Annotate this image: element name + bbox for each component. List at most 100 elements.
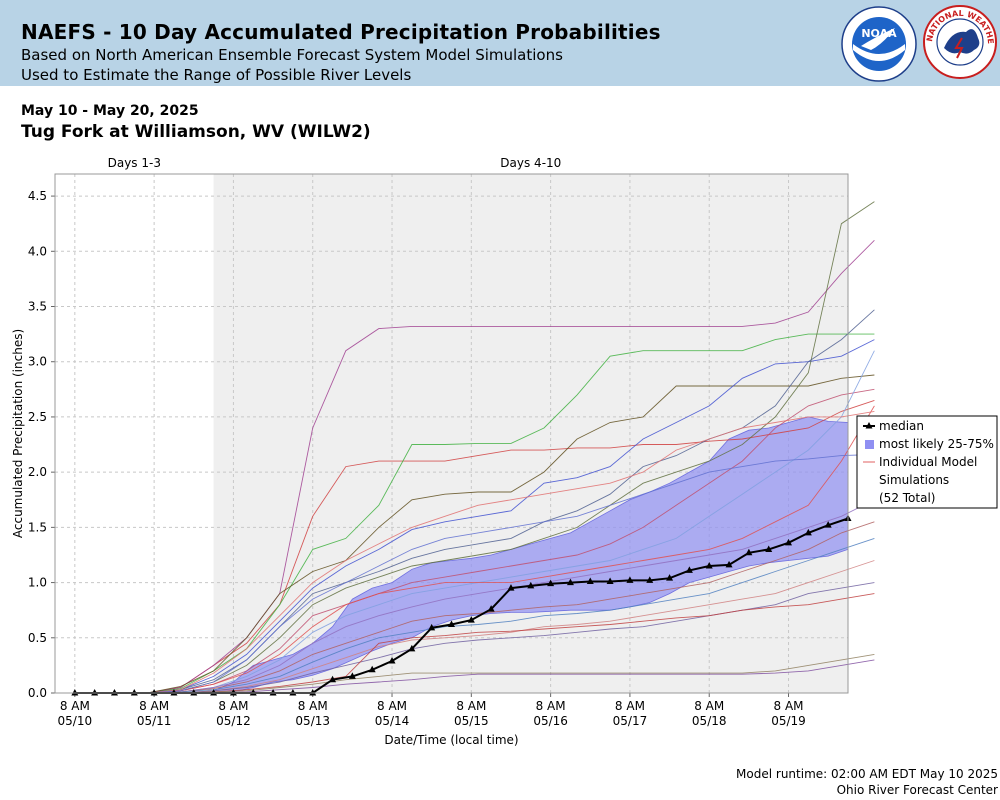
y-tick-label: 0.5 [28, 631, 47, 645]
member-simulation-line [114, 560, 875, 694]
median-marker [646, 576, 654, 583]
member-simulation-line [114, 537, 875, 694]
median-marker [249, 689, 257, 696]
legend-member-label-2: Simulations [879, 473, 949, 487]
y-tick-label: 2.0 [28, 465, 47, 479]
median-marker [685, 566, 693, 573]
median-marker [606, 577, 614, 584]
y-axis-label: Accumulated Precipitation (inches) [11, 329, 25, 538]
legend-median-label: median [879, 419, 924, 433]
member-simulation-line [114, 239, 875, 694]
x-tick-time-label: 8 AM [694, 699, 724, 713]
date-range: May 10 - May 20, 2025 [21, 103, 199, 119]
precip-chart: Days 1-3 Days 4-10 0.0 0.5 1.0 1.5 2.0 2.5 3.0 3.… [11, 156, 998, 747]
median-marker [448, 620, 455, 628]
x-tick-time-label: 8 AM [139, 699, 169, 713]
member-simulation-line [114, 374, 875, 694]
member-simulation-line [114, 201, 875, 694]
median-marker [150, 689, 158, 696]
median-marker [428, 623, 436, 631]
member-simulation-line [114, 593, 875, 694]
y-tick-label: 3.5 [28, 300, 47, 314]
median-marker [170, 689, 178, 696]
median-marker [229, 689, 237, 696]
median-marker [824, 521, 832, 528]
median-marker [348, 672, 356, 679]
median-marker [745, 548, 753, 556]
x-axis-label: Date/Time (local time) [384, 733, 518, 747]
header-banner: NAEFS - 10 Day Accumulated Precipitation… [0, 0, 1000, 86]
median-marker [566, 578, 574, 586]
period-label-days-1-3: Days 1-3 [108, 156, 161, 170]
forecast-center: Ohio River Forecast Center [836, 783, 998, 797]
x-tick-date-label: 05/16 [533, 714, 568, 728]
median-marker [110, 689, 118, 696]
median-marker [130, 689, 138, 696]
page-title: NAEFS - 10 Day Accumulated Precipitation… [21, 20, 661, 44]
median-marker [408, 644, 416, 652]
median-marker [91, 689, 99, 696]
legend-member-label: Individual Model [879, 455, 977, 469]
median-marker [190, 689, 198, 696]
member-simulation-line [114, 339, 875, 694]
member-simulation-line [114, 388, 875, 694]
model-runtime: Model runtime: 02:00 AM EDT May 10 2025 [736, 767, 998, 781]
page-subtitle-2: Used to Estimate the Range of Possible R… [21, 66, 412, 84]
median-marker [210, 689, 218, 696]
median-marker [388, 656, 396, 664]
y-tick-label: 1.5 [28, 520, 47, 534]
median-marker [487, 605, 495, 612]
legend-box [856, 415, 998, 509]
x-tick-date-label: 05/11 [137, 714, 172, 728]
x-tick-time-label: 8 AM [377, 699, 407, 713]
median-marker [329, 675, 337, 683]
member-simulation-line [114, 405, 875, 694]
x-tick-date-label: 05/12 [216, 714, 251, 728]
x-tick-date-label: 05/19 [771, 714, 806, 728]
legend-median-marker [865, 422, 873, 429]
median-marker [804, 528, 812, 536]
legend-band-label: most likely 25-75% [879, 437, 994, 451]
median-marker [289, 689, 297, 696]
station-name: Tug Fork at Williamson, WV (WILW2) [21, 122, 371, 142]
median-marker [368, 665, 376, 673]
member-simulation-line [114, 653, 875, 694]
legend-member-count: (52 Total) [879, 491, 935, 505]
member-simulation-line [114, 399, 875, 694]
median-marker [626, 576, 634, 583]
y-tick-label: 4.0 [28, 244, 47, 258]
median-marker [725, 560, 733, 568]
x-tick-date-label: 05/10 [58, 714, 93, 728]
x-tick-time-label: 8 AM [774, 699, 804, 713]
x-tick-time-label: 8 AM [60, 699, 90, 713]
y-tick-label: 2.5 [28, 410, 47, 424]
x-tick-date-label: 05/18 [692, 714, 727, 728]
median-marker [527, 581, 535, 589]
x-tick-time-label: 8 AM [536, 699, 566, 713]
member-simulation-line [114, 350, 875, 694]
x-tick-time-label: 8 AM [298, 699, 328, 713]
x-tick-date-label: 05/17 [613, 714, 648, 728]
median-marker [467, 616, 475, 623]
member-simulation-line [114, 499, 875, 694]
median-marker [71, 689, 79, 696]
y-tick-label: 4.5 [28, 189, 47, 203]
legend-band-swatch [865, 440, 874, 449]
x-tick-time-label: 8 AM [456, 699, 486, 713]
noaa-logo-text: NOAA [861, 27, 897, 40]
median-marker [666, 574, 674, 581]
median-marker [586, 577, 594, 584]
member-simulation-line [114, 521, 875, 694]
y-tick-label: 3.0 [28, 355, 47, 369]
x-tick-date-label: 05/13 [295, 714, 330, 728]
plot-frame [54, 173, 849, 694]
median-marker [705, 562, 713, 569]
page-subtitle: Based on North American Ensemble Forecas… [21, 46, 563, 64]
median-marker [547, 579, 555, 587]
noaa-logo-icon: NOAA [841, 6, 917, 82]
median-marker [309, 689, 317, 696]
member-simulation-line [114, 410, 875, 694]
x-tick-date-label: 05/15 [454, 714, 489, 728]
member-simulation-line [114, 454, 875, 694]
x-tick-time-label: 8 AM [218, 699, 248, 713]
